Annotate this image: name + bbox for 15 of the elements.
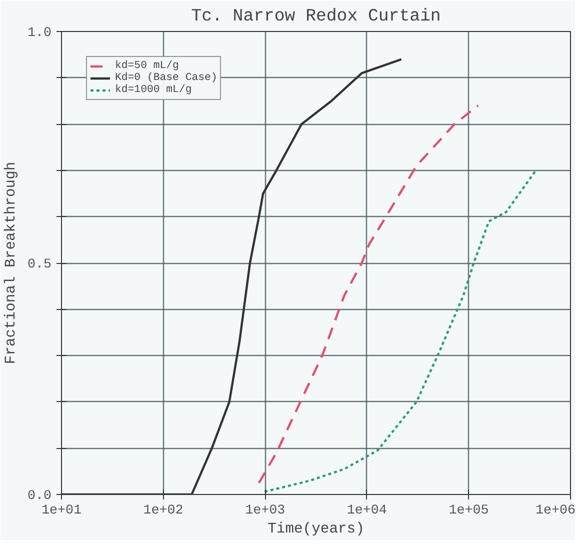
x-tick-label: 1e+04 (346, 504, 387, 518)
y-tick-label: 1.0 (28, 26, 52, 41)
x-tick-label: 1e+03 (245, 504, 286, 518)
legend-label: kd=1000 mL/g (115, 84, 192, 96)
x-tick-label: 1e+01 (42, 504, 82, 518)
y-tick-label: 0.0 (28, 489, 52, 504)
y-axis-title: Fractional Breakthrough (4, 162, 20, 364)
x-tick-label: 1e+06 (536, 504, 576, 518)
x-tick-label: 1e+02 (143, 504, 184, 518)
x-tick-label: 1e+05 (448, 504, 489, 518)
x-axis-title: Time(years) (268, 522, 364, 538)
y-tick-label: 0.5 (28, 258, 52, 272)
chart-title: Tc. Narrow Redox Curtain (191, 8, 441, 26)
legend-label: kd=50 mL/g (115, 60, 179, 72)
legend-label: Kd=0 (Base Case) (115, 72, 218, 84)
